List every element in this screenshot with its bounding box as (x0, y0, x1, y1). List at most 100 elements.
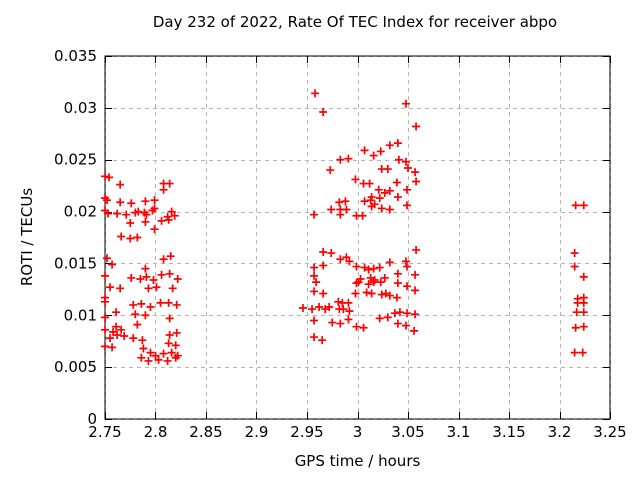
data-point (171, 341, 180, 350)
x-tick-label: 3.05 (391, 423, 424, 441)
data-point (401, 99, 410, 108)
x-axis-title: GPS time / hours (294, 452, 421, 470)
chart-title: Day 232 of 2022, Rate Of TEC Index for r… (152, 13, 558, 31)
data-point (141, 311, 150, 320)
data-point (165, 330, 174, 339)
data-point (383, 313, 392, 322)
data-point (103, 196, 112, 205)
data-point (141, 217, 150, 226)
x-tick-label: 2.8 (144, 423, 168, 441)
data-point (366, 196, 375, 205)
data-point (344, 154, 353, 163)
x-tick-label: 3.25 (593, 423, 626, 441)
data-point (136, 274, 145, 283)
data-point (108, 260, 117, 269)
data-point (394, 155, 403, 164)
data-point (164, 215, 173, 224)
data-point (402, 185, 411, 194)
data-point (310, 287, 319, 296)
data-point (385, 205, 394, 214)
data-point (159, 255, 168, 264)
data-point (336, 155, 345, 164)
data-point (344, 315, 353, 324)
data-point (164, 298, 173, 307)
data-point (354, 278, 363, 287)
data-point (170, 211, 179, 220)
data-point (369, 278, 378, 287)
data-point (142, 210, 151, 219)
data-point (404, 164, 412, 173)
data-point (369, 264, 378, 273)
data-point (571, 201, 580, 210)
data-point (108, 343, 117, 352)
data-point (380, 273, 389, 282)
data-point (572, 308, 581, 317)
data-point (318, 336, 327, 345)
data-point (165, 314, 174, 323)
data-point (101, 271, 109, 280)
data-point (157, 216, 166, 225)
y-tick-label: 0.02 (64, 203, 97, 221)
data-point (310, 263, 319, 272)
data-point (401, 257, 410, 266)
data-point (402, 309, 411, 318)
data-point (342, 253, 351, 262)
data-point (369, 151, 378, 160)
data-point (393, 319, 402, 328)
data-point (367, 289, 376, 298)
data-point (381, 289, 390, 298)
data-point (365, 179, 374, 188)
data-point (159, 185, 168, 194)
data-point (141, 197, 150, 206)
data-point (120, 332, 129, 341)
data-point (326, 166, 335, 175)
data-point (151, 351, 160, 360)
data-point (126, 234, 135, 243)
data-point (375, 194, 384, 203)
y-tick-label: 0 (87, 410, 97, 428)
data-point (165, 179, 174, 188)
data-point (139, 344, 148, 353)
data-point (106, 283, 115, 292)
data-point (571, 323, 580, 332)
y-tick-label: 0.01 (64, 306, 97, 324)
y-tick-label: 0.015 (54, 254, 97, 272)
x-tick-label: 3 (353, 423, 363, 441)
data-point (377, 204, 386, 213)
data-point (395, 308, 404, 317)
data-point (106, 334, 115, 343)
data-point (380, 188, 389, 197)
data-point (101, 297, 109, 306)
data-point (570, 262, 579, 271)
data-point (105, 173, 114, 182)
data-point (579, 298, 588, 307)
data-point (339, 305, 348, 314)
data-point (144, 284, 153, 293)
data-point (172, 328, 181, 337)
data-point (171, 353, 180, 362)
data-point (150, 204, 159, 213)
data-point (570, 348, 579, 357)
data-point (336, 255, 345, 264)
data-point (341, 197, 350, 206)
data-point (327, 249, 336, 258)
data-point (133, 233, 142, 242)
data-point (154, 355, 163, 364)
data-point (173, 274, 182, 283)
data-point (364, 265, 373, 274)
data-point (385, 141, 394, 150)
x-tick-label: 2.95 (290, 423, 323, 441)
data-point (142, 272, 151, 281)
data-point (352, 322, 361, 331)
data-point (345, 307, 354, 316)
data-point (167, 348, 176, 357)
data-point (112, 322, 121, 331)
data-point (383, 165, 392, 174)
data-point (133, 320, 142, 329)
data-point (117, 325, 126, 334)
x-tick-label: 3.1 (447, 423, 471, 441)
data-point (315, 302, 324, 311)
data-point (149, 276, 158, 285)
